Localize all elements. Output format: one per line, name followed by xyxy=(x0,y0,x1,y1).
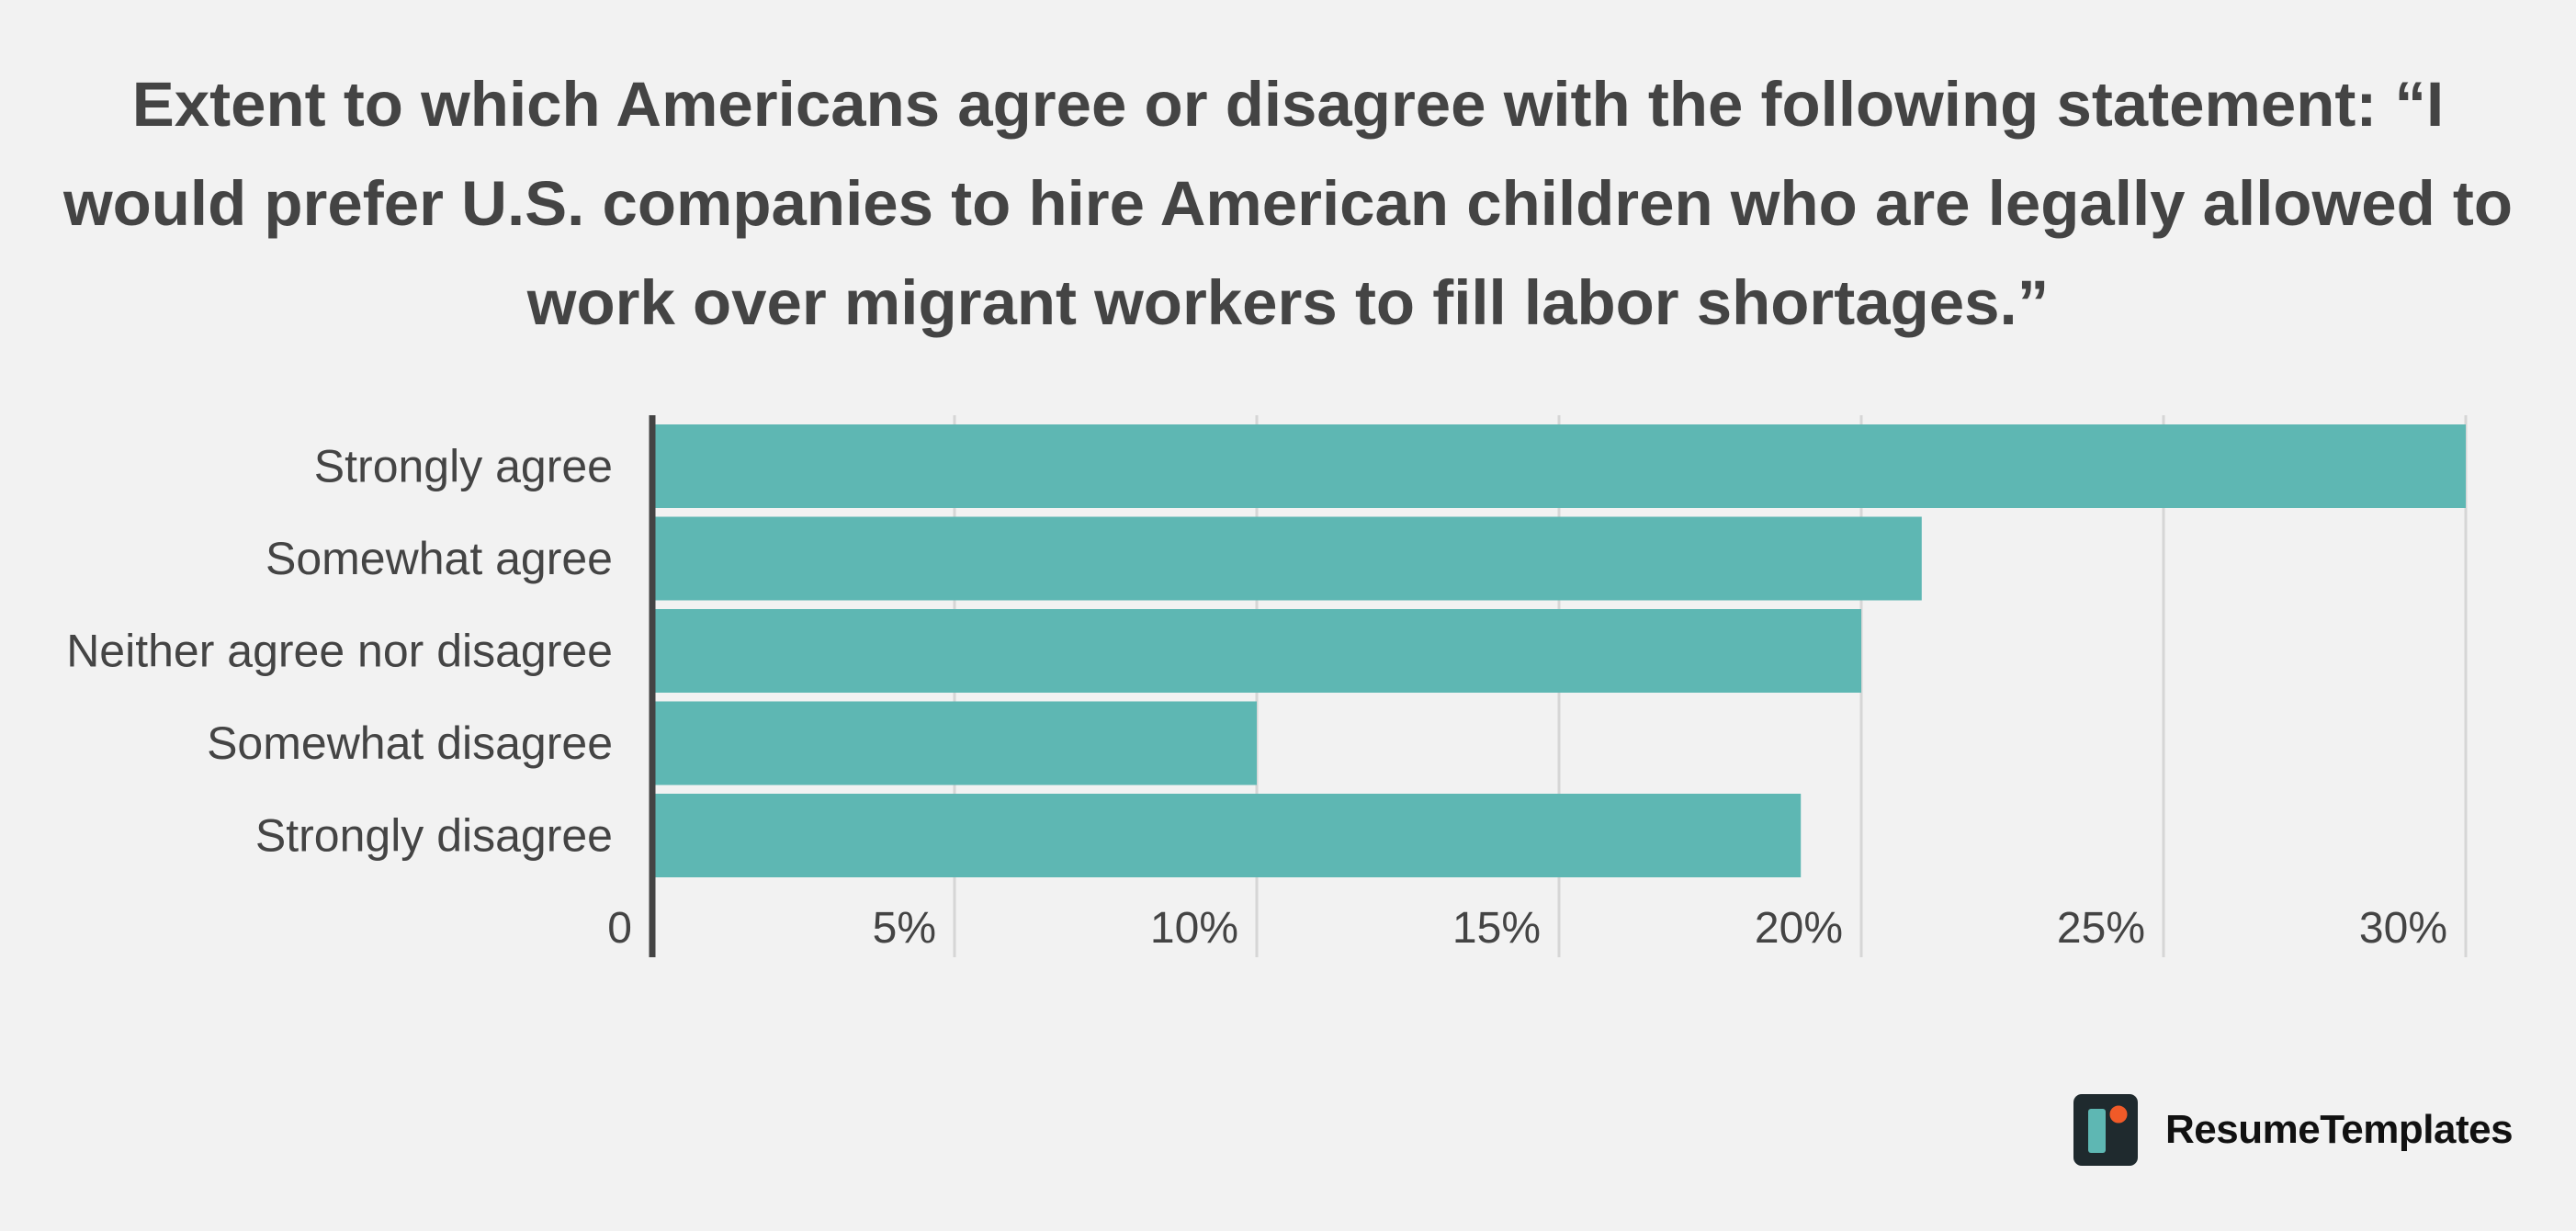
x-tick-label-4: 20% xyxy=(1755,904,1843,953)
category-label-2: Neither agree nor disagree xyxy=(66,626,613,677)
bars xyxy=(652,424,2466,877)
bar-1 xyxy=(652,516,1922,601)
resumetemplates-logo-icon xyxy=(2073,1094,2138,1166)
bar-0 xyxy=(652,424,2466,508)
brand-name: ResumeTemplates xyxy=(2165,1107,2514,1152)
x-tick-label-2: 10% xyxy=(1150,904,1238,953)
bar-3 xyxy=(652,701,1257,785)
category-label-4: Strongly disagree xyxy=(255,810,613,862)
category-label-1: Somewhat agree xyxy=(266,533,613,584)
x-tick-labels: 0 5% 10% 15% 20% 25% 30% xyxy=(607,904,2447,953)
category-label-3: Somewhat disagree xyxy=(207,717,613,769)
category-label-0: Strongly agree xyxy=(314,441,613,492)
category-labels: Strongly agree Somewhat agree Neither agre… xyxy=(66,441,613,862)
x-tick-label-6: 30% xyxy=(2359,904,2447,953)
x-tick-label-5: 25% xyxy=(2057,904,2145,953)
bar-2 xyxy=(652,609,1861,693)
brand: ResumeTemplates xyxy=(2073,1094,2514,1166)
x-tick-label-1: 5% xyxy=(873,904,936,953)
x-tick-label-0: 0 xyxy=(607,904,632,953)
chart-title: Extent to which Americans agree or disag… xyxy=(62,69,2514,338)
x-tick-label-3: 15% xyxy=(1452,904,1541,953)
bar-4 xyxy=(652,794,1802,877)
